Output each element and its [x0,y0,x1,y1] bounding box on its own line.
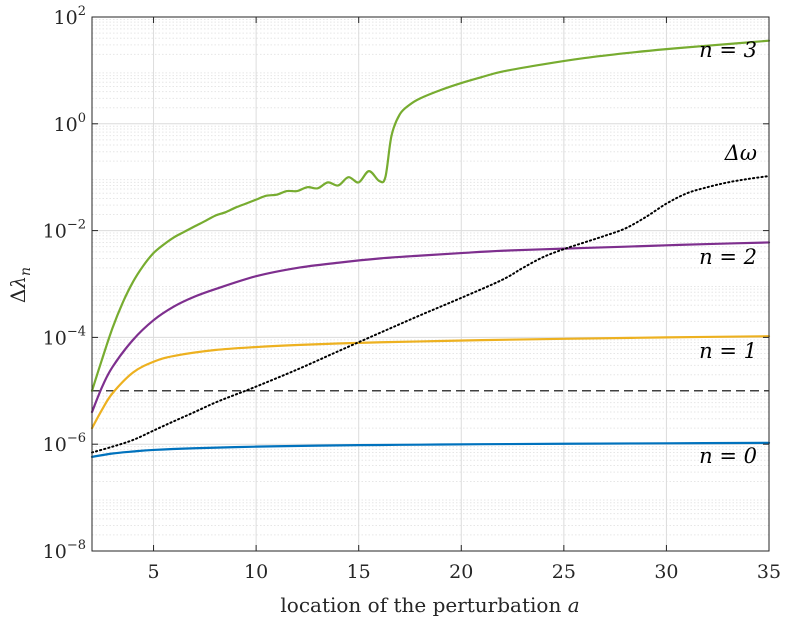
y-tick-label: 10−6 [43,431,86,456]
y-tick-label: 10−4 [43,324,86,349]
series-line-n2 [90,241,771,414]
y-tick-label: 102 [54,4,86,29]
y-tick-label: 100 [54,111,86,136]
series-line-n3 [90,39,771,392]
plot-lines [90,39,771,458]
y-tick-label: 10−8 [43,538,86,563]
x-tick-label: 25 [552,561,576,583]
x-tick-label: 35 [757,561,781,583]
x-tick-label: 5 [147,561,159,583]
series-line-dw [91,175,770,454]
grid [92,16,770,552]
x-tick-label: 15 [347,561,371,583]
series-label-n3: n = 3 [699,38,757,62]
series-label-n2: n = 2 [699,245,757,269]
plot-frame [91,16,770,552]
x-axis-label: location of the perturbation a [280,593,579,617]
series-labels: n = 3 Δω n = 2 n = 1 n = 0 [699,38,757,468]
y-tick-label: 10−2 [43,218,86,243]
series-line-n0 [90,441,771,458]
axis-ticks: 10−8 10−6 10−4 10−2 100 102 5 10 15 20 25 30 35 [43,4,781,583]
y-axis-label: Δλn [6,267,34,303]
x-tick-label: 20 [449,561,473,583]
series-label-n1: n = 1 [699,339,757,363]
series-label-dw: Δω [724,141,757,165]
series-label-n0: n = 0 [699,444,757,468]
x-tick-label: 10 [244,561,268,583]
series-line-n1 [90,335,771,430]
x-tick-label: 30 [654,561,678,583]
